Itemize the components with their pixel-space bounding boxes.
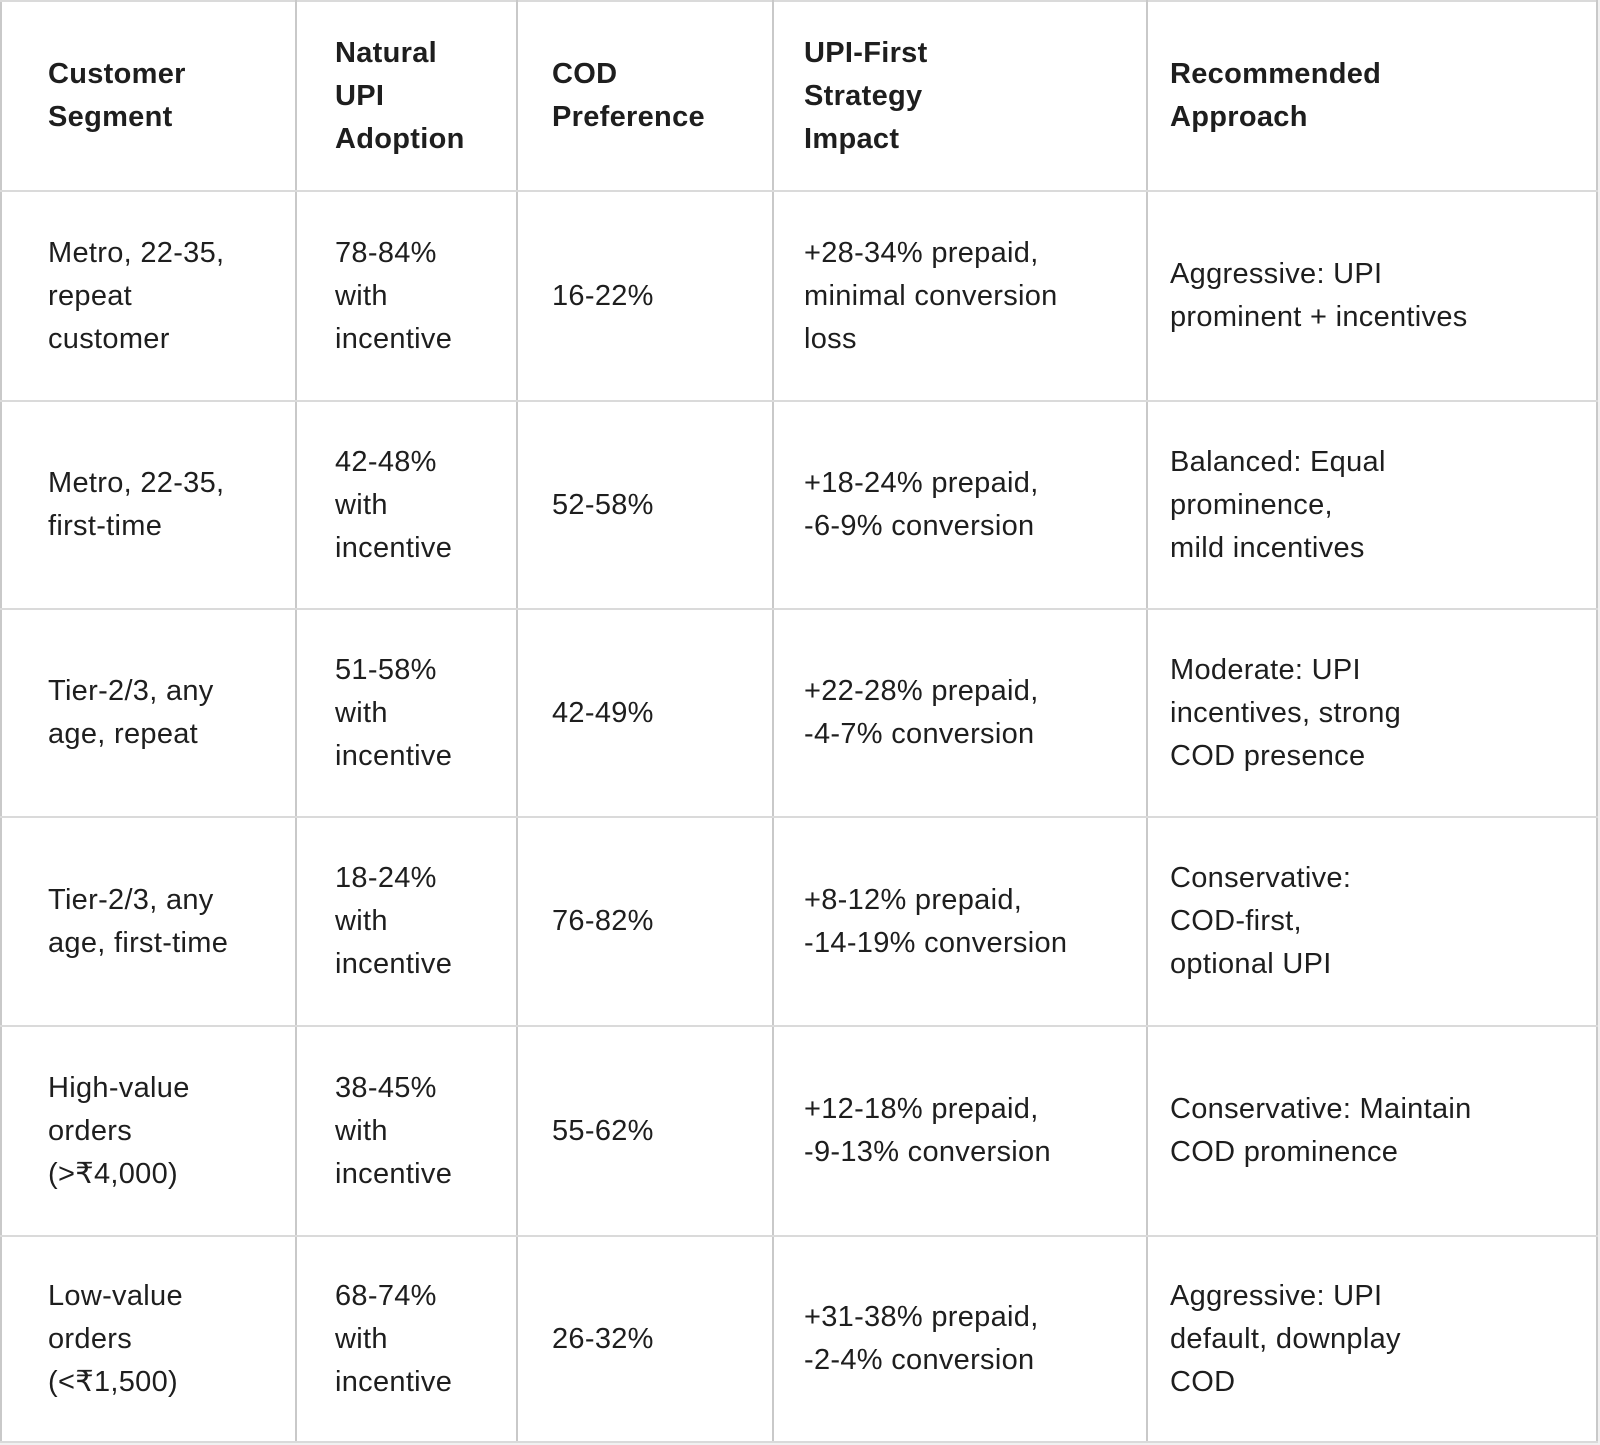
cell-upi-adoption: 38-45% with incentive: [295, 1025, 518, 1237]
cell-recommended-approach: Balanced: Equal prominence, mild incenti…: [1146, 400, 1598, 610]
cell-cod-preference: 42-49%: [516, 608, 774, 818]
cell-segment: Tier-2/3, any age, repeat: [0, 608, 297, 818]
table-row-tier23-repeat: Tier-2/3, any age, repeat 51-58% with in…: [0, 608, 1598, 818]
cell-upi-adoption: 42-48% with incentive: [295, 400, 518, 610]
cell-recommended-approach: Conservative: Maintain COD prominence: [1146, 1025, 1598, 1237]
cell-cod-preference: 52-58%: [516, 400, 774, 610]
table-row-tier23-first-time: Tier-2/3, any age, first-time 18-24% wit…: [0, 816, 1598, 1027]
header-cell-upi-first-strategy-impact: UPI-First Strategy Impact: [772, 0, 1148, 192]
cell-strategy-impact: +31-38% prepaid, -2-4% conversion: [772, 1235, 1148, 1443]
cell-strategy-impact: +18-24% prepaid, -6-9% conversion: [772, 400, 1148, 610]
cell-strategy-impact: +28-34% prepaid, minimal conversion loss: [772, 190, 1148, 402]
table-row-metro-first-time: Metro, 22-35, first-time 42-48% with inc…: [0, 400, 1598, 610]
header-row: Customer Segment Natural UPI Adoption CO…: [0, 0, 1598, 192]
cell-upi-adoption: 18-24% with incentive: [295, 816, 518, 1027]
table-row-low-value-orders: Low-value orders (<₹1,500) 68-74% with i…: [0, 1235, 1598, 1443]
cell-cod-preference: 26-32%: [516, 1235, 774, 1443]
header-cell-customer-segment: Customer Segment: [0, 0, 297, 192]
header-cell-natural-upi-adoption: Natural UPI Adoption: [295, 0, 518, 192]
table-row-high-value-orders: High-value orders (>₹4,000) 38-45% with …: [0, 1025, 1598, 1237]
cell-recommended-approach: Aggressive: UPI prominent + incentives: [1146, 190, 1598, 402]
table-row-metro-repeat: Metro, 22-35, repeat customer 78-84% wit…: [0, 190, 1598, 402]
cell-recommended-approach: Conservative: COD-first, optional UPI: [1146, 816, 1598, 1027]
cell-recommended-approach: Aggressive: UPI default, downplay COD: [1146, 1235, 1598, 1443]
cell-upi-adoption: 78-84% with incentive: [295, 190, 518, 402]
header-cell-recommended-approach: Recommended Approach: [1146, 0, 1598, 192]
cell-segment: Tier-2/3, any age, first-time: [0, 816, 297, 1027]
cell-segment: High-value orders (>₹4,000): [0, 1025, 297, 1237]
cell-upi-adoption: 68-74% with incentive: [295, 1235, 518, 1443]
cell-segment: Metro, 22-35, first-time: [0, 400, 297, 610]
cell-segment: Low-value orders (<₹1,500): [0, 1235, 297, 1443]
cell-recommended-approach: Moderate: UPI incentives, strong COD pre…: [1146, 608, 1598, 818]
header-cell-cod-preference: COD Preference: [516, 0, 774, 192]
cell-strategy-impact: +12-18% prepaid, -9-13% conversion: [772, 1025, 1148, 1237]
cell-strategy-impact: +22-28% prepaid, -4-7% conversion: [772, 608, 1148, 818]
cell-upi-adoption: 51-58% with incentive: [295, 608, 518, 818]
cell-strategy-impact: +8-12% prepaid, -14-19% conversion: [772, 816, 1148, 1027]
cell-cod-preference: 55-62%: [516, 1025, 774, 1237]
cell-segment: Metro, 22-35, repeat customer: [0, 190, 297, 402]
cell-cod-preference: 76-82%: [516, 816, 774, 1027]
cell-cod-preference: 16-22%: [516, 190, 774, 402]
